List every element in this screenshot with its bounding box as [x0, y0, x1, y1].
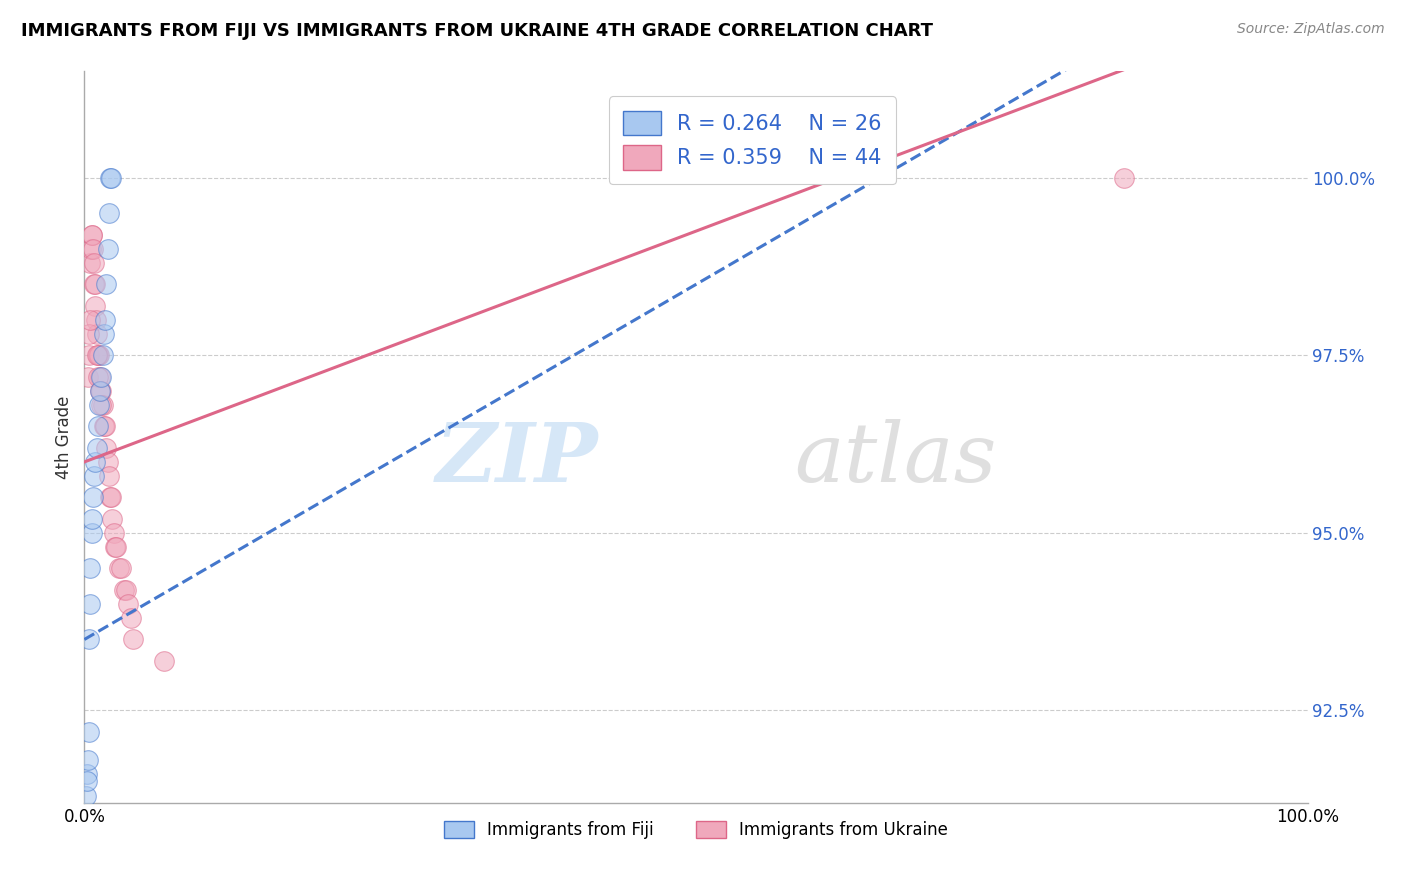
Point — [82, 512, 104, 526]
Point — [77, 348, 100, 362]
Point — [97, 469, 120, 483]
Point — [83, 469, 105, 483]
Point — [97, 206, 120, 220]
Point — [86, 327, 108, 342]
Point — [79, 561, 101, 575]
Point — [1114, 170, 1136, 185]
Point — [104, 540, 127, 554]
Point — [100, 491, 122, 505]
Point — [83, 256, 105, 270]
Point — [77, 327, 100, 342]
Point — [120, 611, 142, 625]
Point — [87, 348, 110, 362]
Point — [80, 227, 103, 242]
Text: IMMIGRANTS FROM FIJI VS IMMIGRANTS FROM UKRAINE 4TH GRADE CORRELATION CHART: IMMIGRANTS FROM FIJI VS IMMIGRANTS FROM … — [21, 22, 934, 40]
Point — [87, 419, 110, 434]
Point — [89, 384, 111, 398]
Point — [93, 419, 115, 434]
Point — [90, 398, 112, 412]
Point — [86, 441, 108, 455]
Point — [77, 753, 100, 767]
Point — [87, 398, 110, 412]
Point — [89, 369, 111, 384]
Point — [115, 582, 138, 597]
Point — [110, 561, 132, 575]
Point — [80, 525, 103, 540]
Point — [76, 767, 98, 781]
Text: ZIP: ZIP — [436, 419, 598, 499]
Point — [86, 348, 108, 362]
Point — [98, 170, 121, 185]
Point — [89, 384, 111, 398]
Point — [93, 327, 115, 342]
Point — [82, 491, 104, 505]
Text: Source: ZipAtlas.com: Source: ZipAtlas.com — [1237, 22, 1385, 37]
Point — [75, 789, 97, 803]
Point — [91, 398, 114, 412]
Point — [83, 277, 105, 292]
Point — [112, 582, 135, 597]
Legend: Immigrants from Fiji, Immigrants from Ukraine: Immigrants from Fiji, Immigrants from Uk… — [437, 814, 955, 846]
Point — [153, 654, 176, 668]
Y-axis label: 4th Grade: 4th Grade — [55, 395, 73, 479]
Point — [82, 242, 104, 256]
Point — [84, 455, 107, 469]
Point — [94, 419, 117, 434]
Point — [94, 313, 117, 327]
Point — [79, 597, 101, 611]
Point — [101, 512, 124, 526]
Point — [96, 441, 118, 455]
Point — [97, 455, 120, 469]
Point — [82, 227, 104, 242]
Point — [97, 242, 120, 256]
Point — [84, 313, 107, 327]
Point — [77, 632, 100, 647]
Point — [96, 277, 118, 292]
Point — [122, 632, 145, 647]
Point — [76, 774, 98, 789]
Point — [90, 369, 112, 384]
Point — [117, 597, 139, 611]
Point — [83, 277, 105, 292]
Point — [84, 299, 107, 313]
Point — [77, 724, 100, 739]
Point — [105, 540, 128, 554]
Point — [87, 369, 110, 384]
Point — [103, 525, 125, 540]
Point — [90, 384, 112, 398]
Point — [80, 242, 103, 256]
Point — [79, 256, 101, 270]
Point — [91, 348, 114, 362]
Text: atlas: atlas — [794, 419, 997, 499]
Point — [100, 170, 122, 185]
Point — [87, 348, 110, 362]
Point — [79, 313, 101, 327]
Point — [98, 491, 121, 505]
Point — [107, 561, 129, 575]
Point — [77, 369, 100, 384]
